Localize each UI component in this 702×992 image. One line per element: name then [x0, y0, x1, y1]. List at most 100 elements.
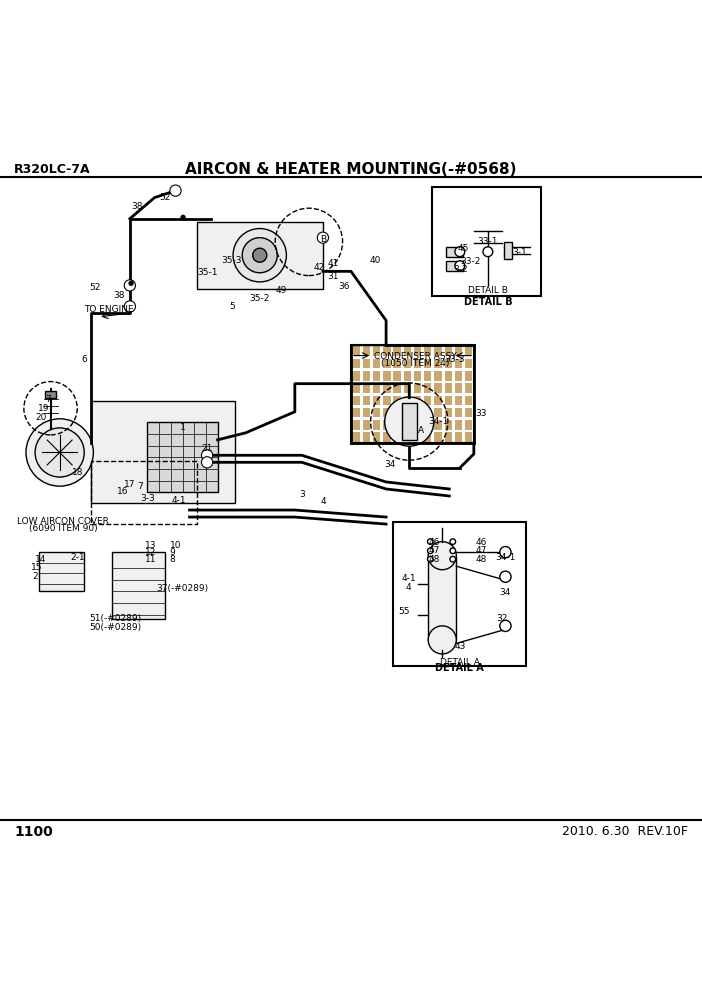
- Text: 41: 41: [328, 259, 339, 268]
- Bar: [404, 408, 411, 418]
- Bar: [404, 421, 411, 430]
- Bar: [352, 371, 360, 381]
- Text: (1050 ITEM 24): (1050 ITEM 24): [381, 359, 450, 368]
- Bar: [444, 408, 452, 418]
- Text: 52: 52: [159, 193, 171, 202]
- Text: 48: 48: [475, 555, 486, 563]
- Circle shape: [428, 548, 433, 554]
- Bar: [444, 421, 452, 430]
- Bar: [424, 433, 432, 442]
- Text: 16: 16: [117, 487, 128, 496]
- Bar: [424, 346, 432, 356]
- Bar: [383, 396, 390, 405]
- Text: 42: 42: [314, 263, 325, 272]
- Text: 12: 12: [145, 548, 157, 557]
- Bar: [465, 433, 472, 442]
- Circle shape: [242, 238, 277, 273]
- Bar: [446, 247, 463, 257]
- Circle shape: [201, 449, 213, 461]
- Bar: [393, 346, 401, 356]
- Bar: [352, 433, 360, 442]
- Bar: [383, 408, 390, 418]
- Bar: [424, 383, 432, 393]
- Bar: [435, 383, 442, 393]
- Bar: [373, 346, 380, 356]
- Text: 18: 18: [72, 467, 83, 476]
- Bar: [404, 383, 411, 393]
- Bar: [444, 346, 452, 356]
- Text: LOW AIRCON COVER: LOW AIRCON COVER: [18, 517, 109, 526]
- Bar: [393, 408, 401, 418]
- Text: 47: 47: [475, 547, 486, 556]
- Circle shape: [450, 557, 456, 562]
- Bar: [424, 359, 432, 368]
- Text: R320LC-7A: R320LC-7A: [14, 163, 91, 176]
- Circle shape: [26, 419, 93, 486]
- Bar: [465, 396, 472, 405]
- Text: 55: 55: [398, 607, 409, 616]
- Bar: [112, 553, 165, 619]
- Bar: [465, 408, 472, 418]
- Bar: [373, 396, 380, 405]
- Text: 35-2: 35-2: [249, 294, 270, 303]
- Bar: [413, 433, 421, 442]
- Circle shape: [483, 247, 493, 257]
- Bar: [373, 408, 380, 418]
- Bar: [424, 396, 432, 405]
- Bar: [197, 222, 323, 289]
- Bar: [363, 371, 370, 381]
- Bar: [393, 522, 526, 666]
- Bar: [413, 359, 421, 368]
- Text: 36: 36: [338, 283, 350, 292]
- Text: 3-3: 3-3: [140, 494, 155, 503]
- Bar: [363, 408, 370, 418]
- Bar: [455, 371, 462, 381]
- Text: AIRCON & HEATER MOUNTING(-#0568): AIRCON & HEATER MOUNTING(-#0568): [185, 162, 517, 177]
- Bar: [91, 401, 235, 503]
- Bar: [455, 359, 462, 368]
- Circle shape: [455, 247, 465, 257]
- Bar: [444, 383, 452, 393]
- Circle shape: [428, 557, 433, 562]
- Bar: [435, 396, 442, 405]
- Text: DETAIL B: DETAIL B: [463, 297, 512, 307]
- Bar: [413, 346, 421, 356]
- Bar: [465, 359, 472, 368]
- Text: 47: 47: [428, 547, 439, 556]
- Bar: [465, 371, 472, 381]
- Bar: [435, 408, 442, 418]
- Text: DETAIL A: DETAIL A: [440, 658, 479, 667]
- Text: 40: 40: [370, 256, 381, 265]
- Text: 1100: 1100: [14, 824, 53, 838]
- Circle shape: [500, 571, 511, 582]
- Text: 15: 15: [31, 563, 42, 572]
- Circle shape: [428, 539, 433, 545]
- Bar: [393, 396, 401, 405]
- Bar: [504, 242, 512, 259]
- Text: 33-2: 33-2: [460, 257, 481, 266]
- Bar: [413, 396, 421, 405]
- Bar: [393, 359, 401, 368]
- Circle shape: [428, 626, 456, 654]
- Text: 45: 45: [458, 244, 469, 253]
- Text: CONDENSER ASSY: CONDENSER ASSY: [374, 352, 457, 361]
- Bar: [404, 433, 411, 442]
- Bar: [393, 371, 401, 381]
- Circle shape: [428, 542, 456, 569]
- Text: 3: 3: [299, 490, 305, 499]
- Bar: [413, 421, 421, 430]
- Bar: [455, 433, 462, 442]
- Text: 3-1: 3-1: [512, 248, 527, 257]
- Circle shape: [317, 232, 329, 243]
- Text: A: A: [418, 426, 424, 434]
- Text: 35-3: 35-3: [221, 256, 242, 265]
- Text: DETAIL A: DETAIL A: [435, 663, 484, 674]
- Text: 38: 38: [114, 292, 125, 301]
- Bar: [435, 371, 442, 381]
- Text: 6: 6: [81, 354, 87, 364]
- Bar: [424, 371, 432, 381]
- Bar: [424, 421, 432, 430]
- Circle shape: [253, 248, 267, 262]
- Bar: [383, 359, 390, 368]
- Text: 9: 9: [169, 548, 175, 557]
